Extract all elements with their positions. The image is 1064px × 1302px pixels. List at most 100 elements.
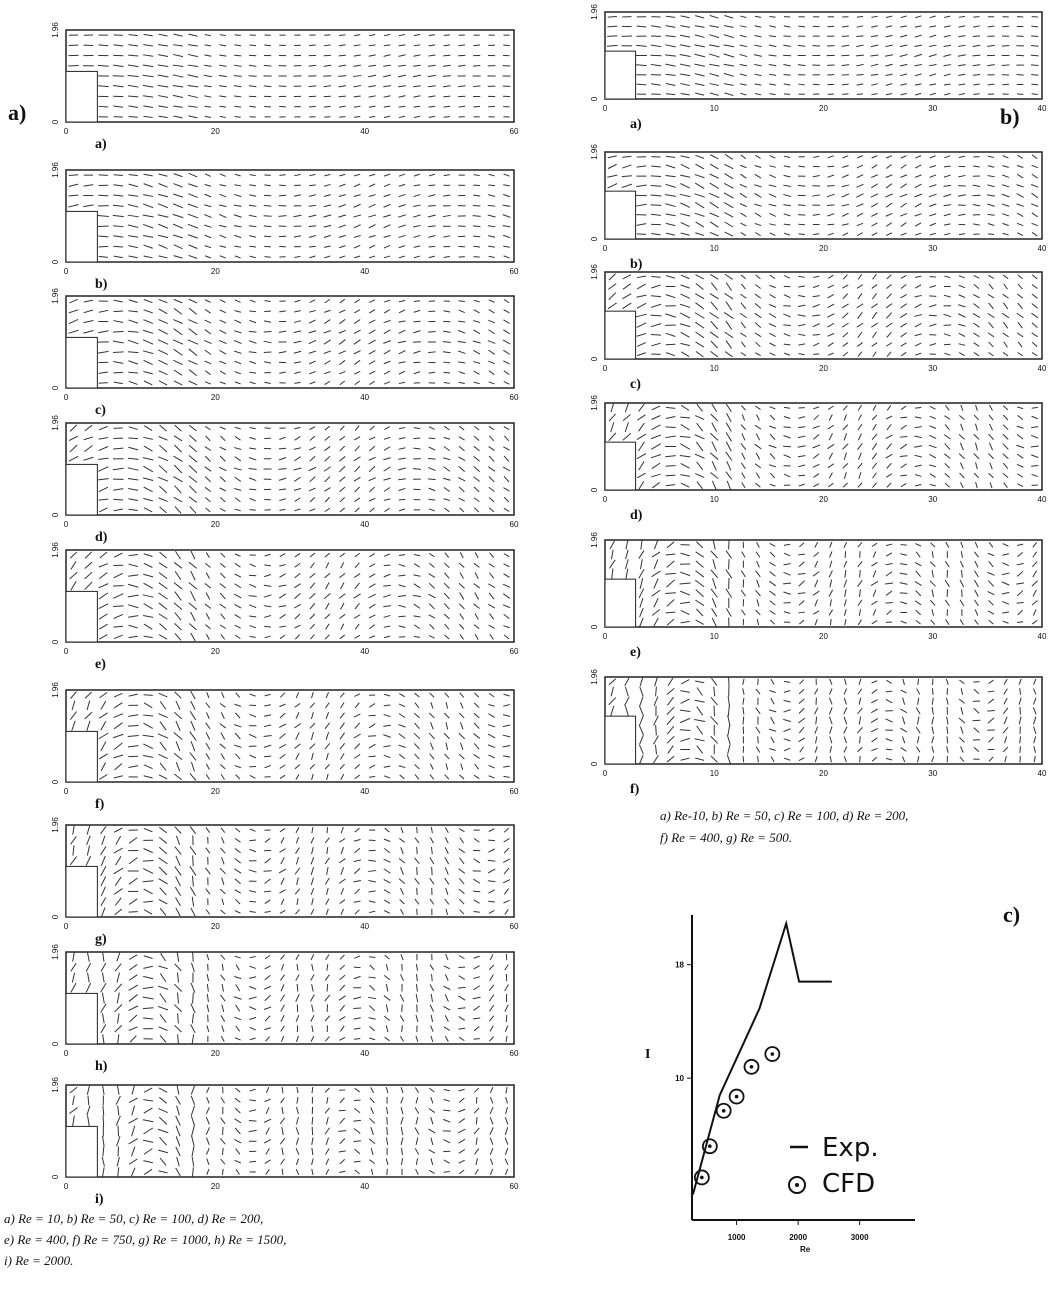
flow-vector — [129, 965, 137, 971]
flow-vector — [504, 436, 508, 441]
flow-vector — [101, 897, 106, 905]
flow-vector — [961, 707, 963, 714]
flow-vector — [959, 276, 965, 278]
flow-vector — [903, 679, 905, 685]
flow-vector — [129, 985, 138, 990]
flow-vector — [84, 445, 92, 451]
flow-vector — [651, 195, 662, 196]
flow-vector — [885, 194, 892, 197]
flow-vector — [842, 213, 848, 216]
flow-vector — [506, 1036, 507, 1042]
flow-vector — [503, 626, 509, 628]
y-tick-label: 1.96 — [590, 4, 599, 20]
flow-vector — [712, 442, 717, 452]
flow-vector — [131, 1168, 135, 1177]
flow-vector — [829, 415, 832, 421]
flow-vector — [312, 1158, 314, 1164]
flow-vector — [858, 405, 861, 410]
flow-vector — [757, 599, 759, 606]
flow-vector — [235, 635, 240, 638]
flow-vector — [473, 206, 481, 207]
flow-vector — [431, 1138, 433, 1145]
flow-vector — [651, 26, 661, 28]
flow-vector — [917, 736, 919, 743]
flow-vector — [355, 910, 359, 914]
flow-vector — [324, 195, 331, 197]
flow-vector — [900, 602, 907, 604]
flow-vector — [177, 1086, 179, 1095]
flow-vector — [503, 215, 511, 218]
flow-vector — [625, 422, 628, 432]
flow-vector — [279, 206, 287, 207]
flow-vector — [432, 867, 433, 875]
flow-vector — [915, 156, 921, 158]
flow-vector — [443, 372, 450, 373]
flow-vector — [220, 246, 226, 247]
flow-vector — [129, 1027, 138, 1031]
flow-vector — [475, 634, 478, 639]
flow-vector — [310, 624, 315, 629]
flow-vector — [429, 636, 435, 639]
flow-vector — [204, 86, 211, 87]
flow-vector — [813, 464, 819, 467]
flow-vector — [887, 352, 891, 357]
flow-vector — [294, 448, 301, 450]
flow-vector — [266, 1148, 270, 1154]
flow-vector — [886, 203, 892, 207]
flow-vector — [930, 406, 936, 409]
flow-vector — [205, 309, 211, 313]
flow-vector — [729, 559, 730, 569]
flow-vector — [915, 408, 921, 409]
flow-vector — [354, 714, 360, 717]
flow-vector — [915, 16, 921, 18]
flow-vector — [399, 766, 405, 768]
flow-vector — [220, 194, 227, 197]
flow-vector — [384, 911, 390, 914]
flow-vector — [70, 425, 77, 432]
flow-vector — [113, 331, 124, 332]
flow-vector — [221, 1015, 225, 1021]
flow-vector — [741, 590, 745, 596]
flow-vector — [414, 743, 419, 748]
flow-vector — [488, 840, 495, 841]
flow-vector — [975, 609, 978, 615]
flow-vector — [129, 564, 138, 567]
flow-vector — [401, 827, 403, 833]
flow-vector — [207, 692, 209, 698]
inlet-step — [66, 731, 97, 782]
flow-vector — [294, 593, 300, 598]
flow-vector — [221, 774, 224, 779]
flow-vector — [504, 427, 509, 430]
flow-vector — [100, 552, 107, 558]
flow-vector — [158, 224, 168, 228]
flow-vector — [625, 687, 628, 696]
flow-vector — [929, 315, 937, 316]
flow-vector — [281, 837, 284, 843]
flow-vector — [178, 993, 179, 1004]
flow-vector — [279, 849, 285, 853]
flow-vector — [813, 591, 819, 595]
flow-vector — [128, 499, 138, 501]
flow-vector — [234, 194, 241, 196]
flow-vector — [725, 222, 733, 227]
flow-vector — [458, 1139, 464, 1143]
flow-vector — [340, 733, 345, 740]
flow-vector — [446, 743, 448, 750]
flow-vector — [842, 444, 848, 450]
flow-vector — [129, 117, 138, 118]
flow-vector — [341, 867, 344, 874]
flow-vector — [680, 591, 690, 595]
flow-vector — [724, 93, 733, 96]
flow-vector — [769, 581, 776, 586]
flow-vector — [326, 1138, 328, 1145]
flow-vector — [143, 340, 153, 344]
flow-vector — [414, 693, 419, 697]
flow-vector — [128, 1006, 137, 1011]
flow-vector — [443, 458, 450, 460]
flow-vector — [159, 299, 168, 302]
cfd-dot — [771, 1052, 775, 1056]
flow-vector — [325, 838, 329, 843]
flow-vector — [416, 1158, 417, 1165]
flow-vector — [207, 1025, 209, 1031]
flow-vector — [249, 372, 256, 373]
